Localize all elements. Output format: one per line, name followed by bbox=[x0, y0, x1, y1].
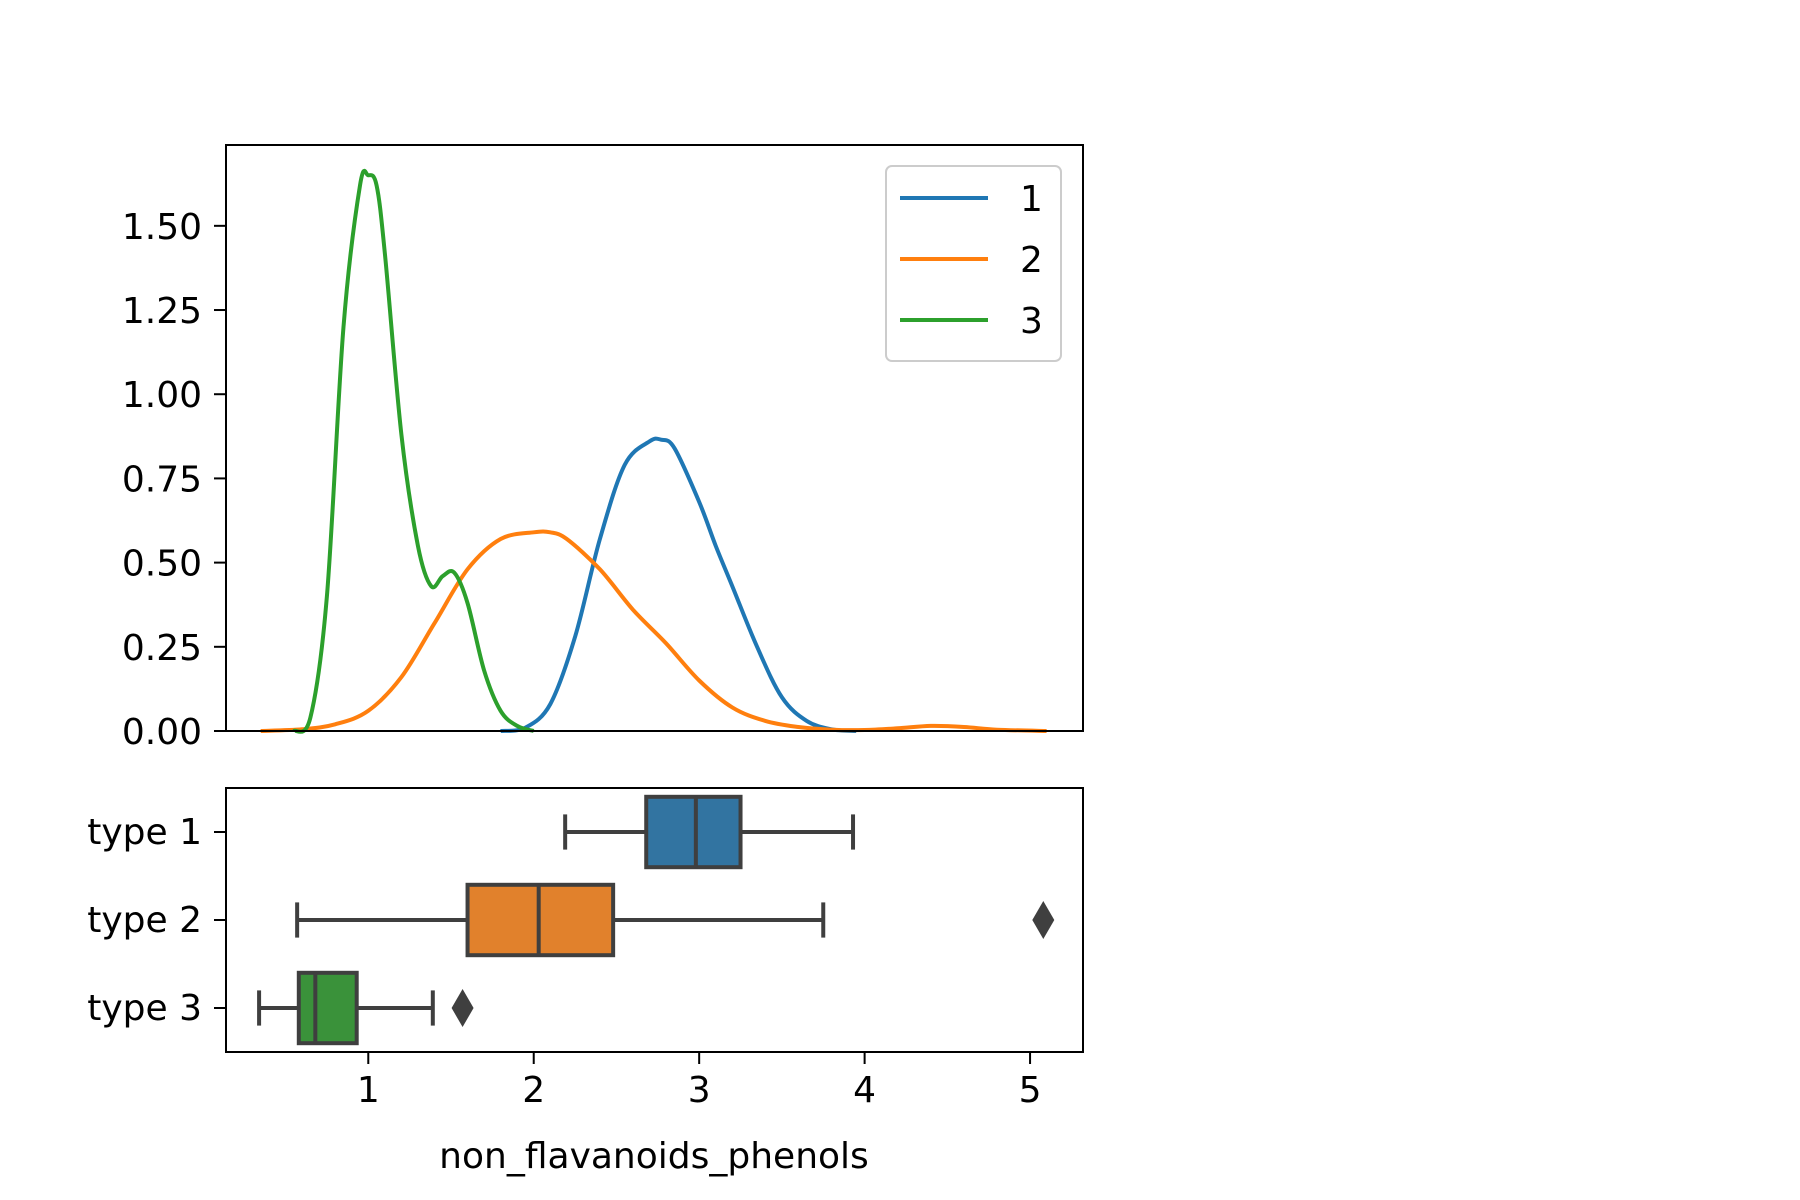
x-tick-label: 4 bbox=[853, 1070, 876, 1111]
legend-label-series-3: 3 bbox=[1020, 301, 1043, 342]
box-axes-frame bbox=[225, 787, 1084, 1053]
kde-y-tick-label: 0.25 bbox=[122, 628, 202, 669]
kde-y-tick-label: 1.25 bbox=[122, 291, 202, 332]
kde-y-tick-label: 0.75 bbox=[122, 459, 202, 500]
outlier-marker bbox=[451, 989, 474, 1027]
kde-axes-frame bbox=[225, 144, 1084, 732]
box-y-tick-label: type 3 bbox=[87, 988, 202, 1029]
legend-label-series-2: 2 bbox=[1020, 240, 1043, 281]
box-group-type-3 bbox=[257, 970, 474, 1046]
box-group-type-1 bbox=[563, 794, 856, 870]
box-y-tick-label: type 1 bbox=[87, 812, 202, 853]
kde-y-tick-label: 1.50 bbox=[122, 207, 202, 248]
box-y-tick-label: type 2 bbox=[87, 900, 202, 941]
box-iqr bbox=[644, 794, 743, 870]
legend-label-series-1: 1 bbox=[1020, 179, 1043, 220]
x-tick-label: 2 bbox=[522, 1070, 545, 1111]
kde-y-tick-label: 0.50 bbox=[122, 544, 202, 585]
legend: 1 2 3 bbox=[885, 165, 1062, 362]
x-tick-label: 3 bbox=[688, 1070, 711, 1111]
x-axis-label: non_flavanoids_phenols bbox=[439, 1136, 869, 1177]
kde-panel: 0.00 0.25 0.50 0.75 1.00 1.25 1.50 1 2 3 bbox=[122, 144, 1084, 753]
kde-line-series-2 bbox=[260, 529, 1047, 733]
kde-y-axis: 0.00 0.25 0.50 0.75 1.00 1.25 1.50 bbox=[122, 207, 226, 753]
box-panel: type 1 type 2 type 3 1 2 3 4 5 non_flavanoids_… bbox=[87, 787, 1084, 1177]
x-tick-label: 1 bbox=[357, 1070, 380, 1111]
kde-curves bbox=[260, 168, 1047, 734]
kde-y-tick-label: 1.00 bbox=[122, 375, 202, 416]
kde-line-series-3 bbox=[292, 168, 535, 734]
kde-y-tick-label: 0.00 bbox=[122, 712, 202, 753]
box-iqr bbox=[296, 970, 359, 1046]
legend-box bbox=[885, 165, 1062, 362]
box-x-axis: 1 2 3 4 5 bbox=[357, 1052, 1042, 1111]
x-tick-label: 5 bbox=[1019, 1070, 1042, 1111]
box-y-axis: type 1 type 2 type 3 bbox=[87, 812, 226, 1029]
box-group-type-2 bbox=[295, 882, 1055, 958]
outlier-marker bbox=[1032, 901, 1055, 939]
box-marks bbox=[257, 794, 1055, 1046]
kde-line-series-1 bbox=[500, 436, 857, 733]
